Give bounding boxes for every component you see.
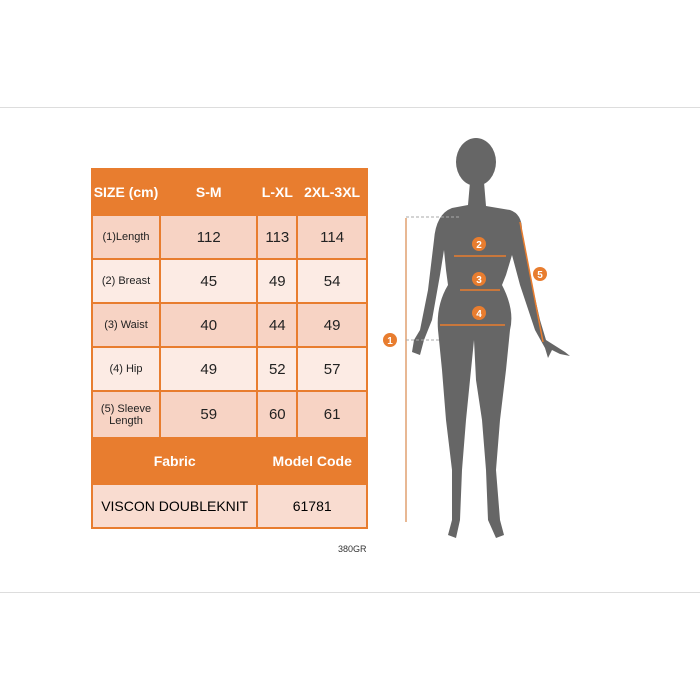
size-header: SIZE (cm) (91, 168, 161, 216)
table-row: (5) Sleeve Length 59 60 61 (91, 390, 368, 439)
marker-5: 5 (533, 267, 547, 281)
row-label: (1)Length (91, 214, 161, 260)
fabric-header: Fabric (90, 437, 259, 485)
fabric-value: VISCON DOUBLEKNIT (90, 483, 259, 529)
cell: 54 (296, 258, 368, 304)
svg-text:5: 5 (537, 270, 543, 281)
weight-note: 380GR (338, 544, 367, 554)
marker-1: 1 (383, 333, 397, 347)
cell: 114 (296, 214, 368, 260)
table-row: (4) Hip 49 52 57 (91, 346, 368, 392)
row-label: (4) Hip (91, 346, 161, 392)
cell: 49 (256, 258, 299, 304)
row-label: (3) Waist (91, 302, 161, 348)
cell: 52 (256, 346, 299, 392)
model-code-value: 61781 (256, 483, 368, 529)
column-header: 2XL-3XL (296, 168, 368, 216)
cell: 59 (158, 390, 259, 439)
column-header: L-XL (256, 168, 299, 216)
table-row: (1)Length 112 113 114 (91, 214, 368, 260)
svg-text:3: 3 (476, 275, 482, 286)
table-row: (2) Breast 45 49 54 (91, 258, 368, 304)
header-row: SIZE (cm) S-M L-XL 2XL-3XL (91, 168, 368, 216)
cell: 45 (158, 258, 259, 304)
column-header: S-M (158, 168, 259, 216)
cell: 61 (296, 390, 368, 439)
table-row: (3) Waist 40 44 49 (91, 302, 368, 348)
svg-text:4: 4 (476, 309, 482, 320)
footer-header-row: Fabric Model Code (90, 437, 368, 485)
measurement-lines (405, 216, 544, 522)
size-chart-table: SIZE (cm) S-M L-XL 2XL-3XL (1)Length 112… (90, 168, 368, 529)
model-code-header: Model Code (256, 437, 368, 485)
cell: 112 (158, 214, 259, 260)
cell: 57 (296, 346, 368, 392)
footer-row: VISCON DOUBLEKNIT 61781 (90, 483, 368, 529)
cell: 113 (256, 214, 299, 260)
row-label: (5) Sleeve Length (91, 390, 161, 439)
row-label: (2) Breast (91, 258, 161, 304)
cell: 60 (256, 390, 299, 439)
silhouette (412, 138, 570, 538)
marker-3: 3 (472, 272, 486, 286)
cell: 40 (158, 302, 259, 348)
marker-2: 2 (472, 237, 486, 251)
svg-text:1: 1 (387, 336, 393, 347)
cell: 44 (256, 302, 299, 348)
cell: 49 (158, 346, 259, 392)
cell: 49 (296, 302, 368, 348)
marker-4: 4 (472, 306, 486, 320)
svg-text:2: 2 (476, 240, 482, 251)
